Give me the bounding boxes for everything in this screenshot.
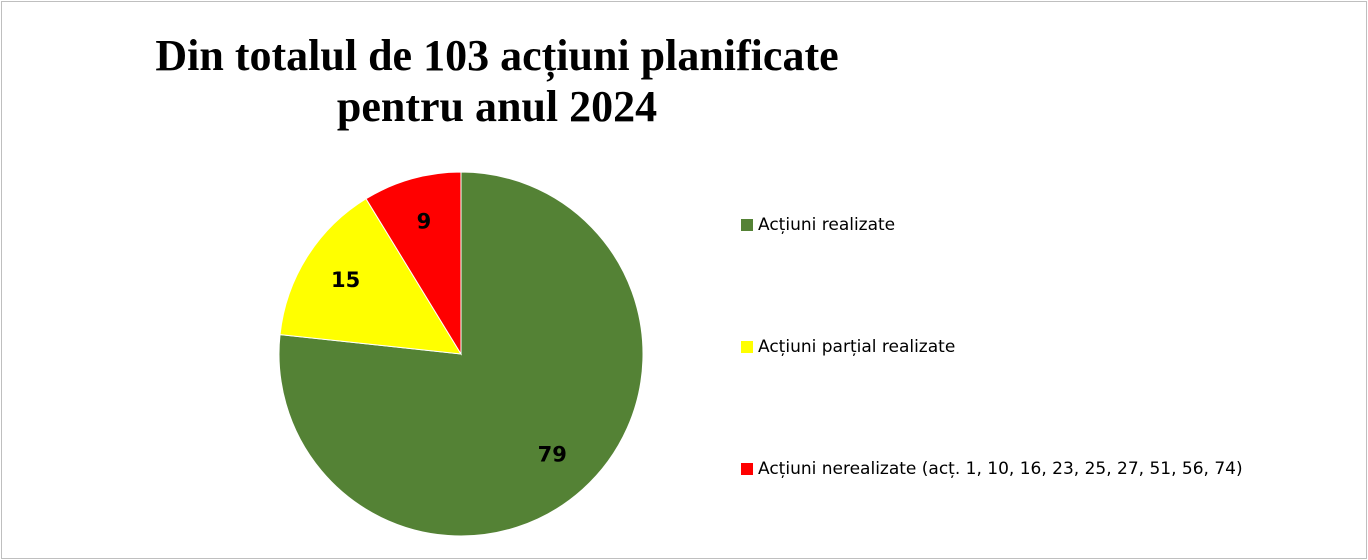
legend-label: Acțiuni nerealizate (acț. 1, 10, 16, 23,… — [758, 459, 1243, 479]
legend-swatch — [741, 341, 753, 353]
pie-slice — [278, 171, 644, 537]
pie-slice — [365, 171, 462, 356]
data-label: 9 — [417, 210, 432, 234]
legend-label: Acțiuni parțial realizate — [758, 337, 955, 357]
chart-title: Din totalul de 103 acțiuni planificate — [155, 31, 838, 81]
data-label: 79 — [538, 443, 567, 467]
legend-swatch — [741, 219, 753, 231]
chart-title: pentru anul 2024 — [337, 82, 657, 131]
legend-swatch — [741, 463, 753, 475]
legend-label: Acțiuni realizate — [758, 215, 895, 235]
data-label: 15 — [331, 268, 360, 292]
pie-slice — [279, 198, 462, 355]
